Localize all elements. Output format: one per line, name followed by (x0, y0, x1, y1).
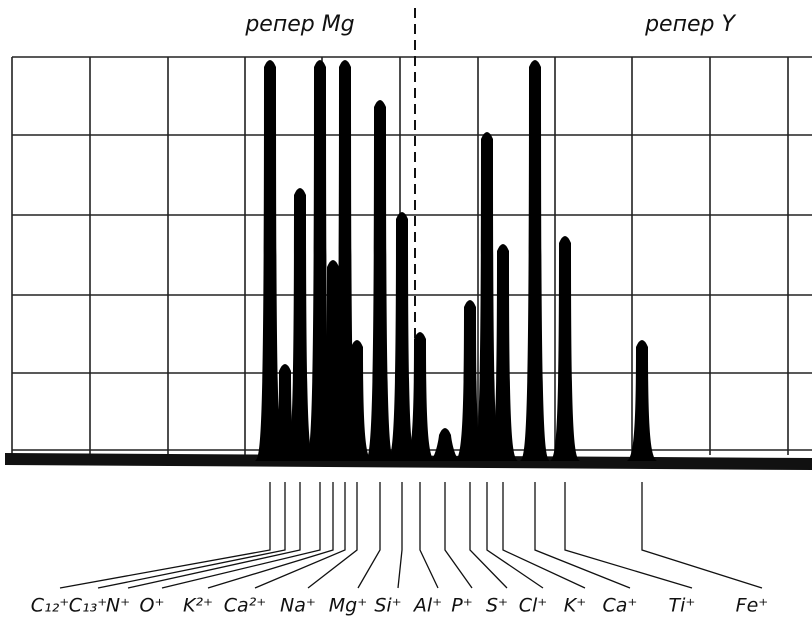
grid (12, 57, 812, 455)
leader-line (470, 482, 507, 588)
peak-label: Si⁺ (374, 595, 401, 617)
leader-line (398, 482, 402, 588)
peak-label: C₁₃⁺ (69, 595, 108, 617)
annotation: репер Mg (244, 12, 354, 37)
leader-line (420, 482, 438, 588)
leader-line (162, 482, 320, 588)
peak-label: Al⁺ (412, 595, 442, 617)
peak-label: C₁₂⁺ (31, 595, 70, 617)
peak-label: Na⁺ (280, 595, 316, 617)
leader-line (128, 482, 300, 588)
peak-label: N⁺ (106, 595, 130, 617)
peak-label: Ca²⁺ (224, 595, 267, 617)
peak-label: K⁺ (564, 595, 587, 617)
peak-label: S⁺ (486, 595, 508, 617)
page: {"chart_data": {"type": "spectrum", "ann… (0, 0, 812, 630)
annotation: репер Y (644, 12, 736, 37)
leader-line (565, 482, 692, 588)
leader-line (358, 482, 380, 588)
chart: репер Mg репер Y C₁₂⁺C₁₃⁺N⁺ O⁺ K²⁺ Ca²⁺ Na⁺ M… (0, 0, 812, 630)
leader-line (503, 482, 585, 588)
leader-line (445, 482, 472, 588)
peak-label: Mg⁺ (329, 595, 367, 617)
leader-line (60, 482, 270, 588)
leader-line (642, 482, 762, 588)
peak (430, 428, 460, 461)
peak (365, 100, 395, 461)
peak (387, 212, 417, 461)
peak-label: Ca⁺ (603, 595, 638, 617)
peak-label: P⁺ (451, 595, 473, 617)
peak-label: Cl⁺ (519, 595, 548, 617)
peak-label: Fe⁺ (736, 595, 769, 617)
leader-line (98, 482, 285, 588)
peak (520, 60, 550, 461)
peak-label: Ti⁺ (669, 595, 696, 617)
peak-label: K²⁺ (183, 595, 213, 617)
peak-label: O⁺ (140, 595, 165, 617)
